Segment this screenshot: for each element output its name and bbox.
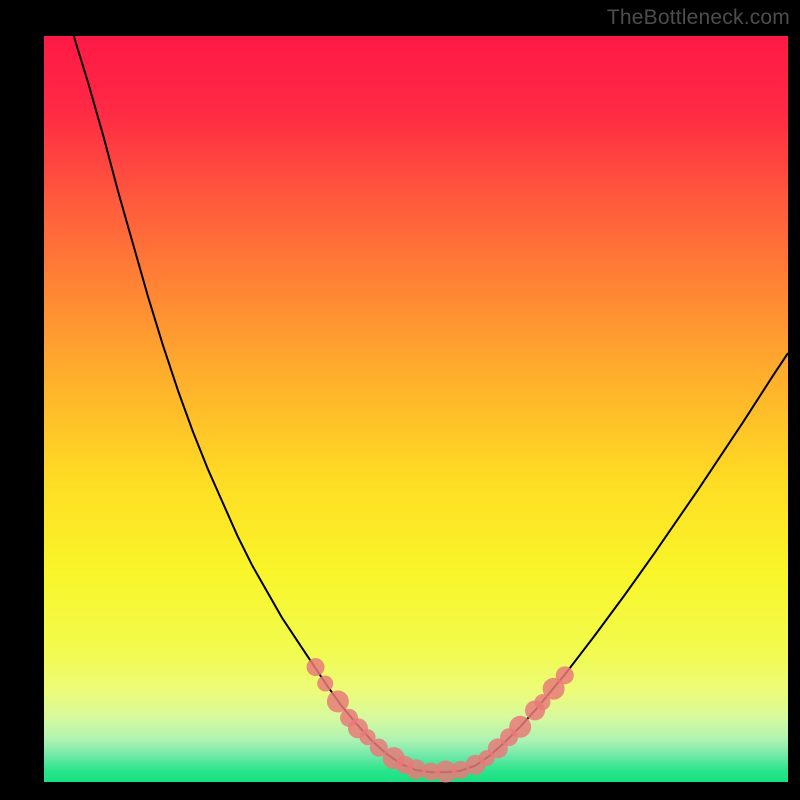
watermark-text: TheBottleneck.com: [607, 6, 790, 30]
stage: TheBottleneck.com: [0, 0, 800, 800]
gradient-plot-area: [44, 36, 788, 782]
